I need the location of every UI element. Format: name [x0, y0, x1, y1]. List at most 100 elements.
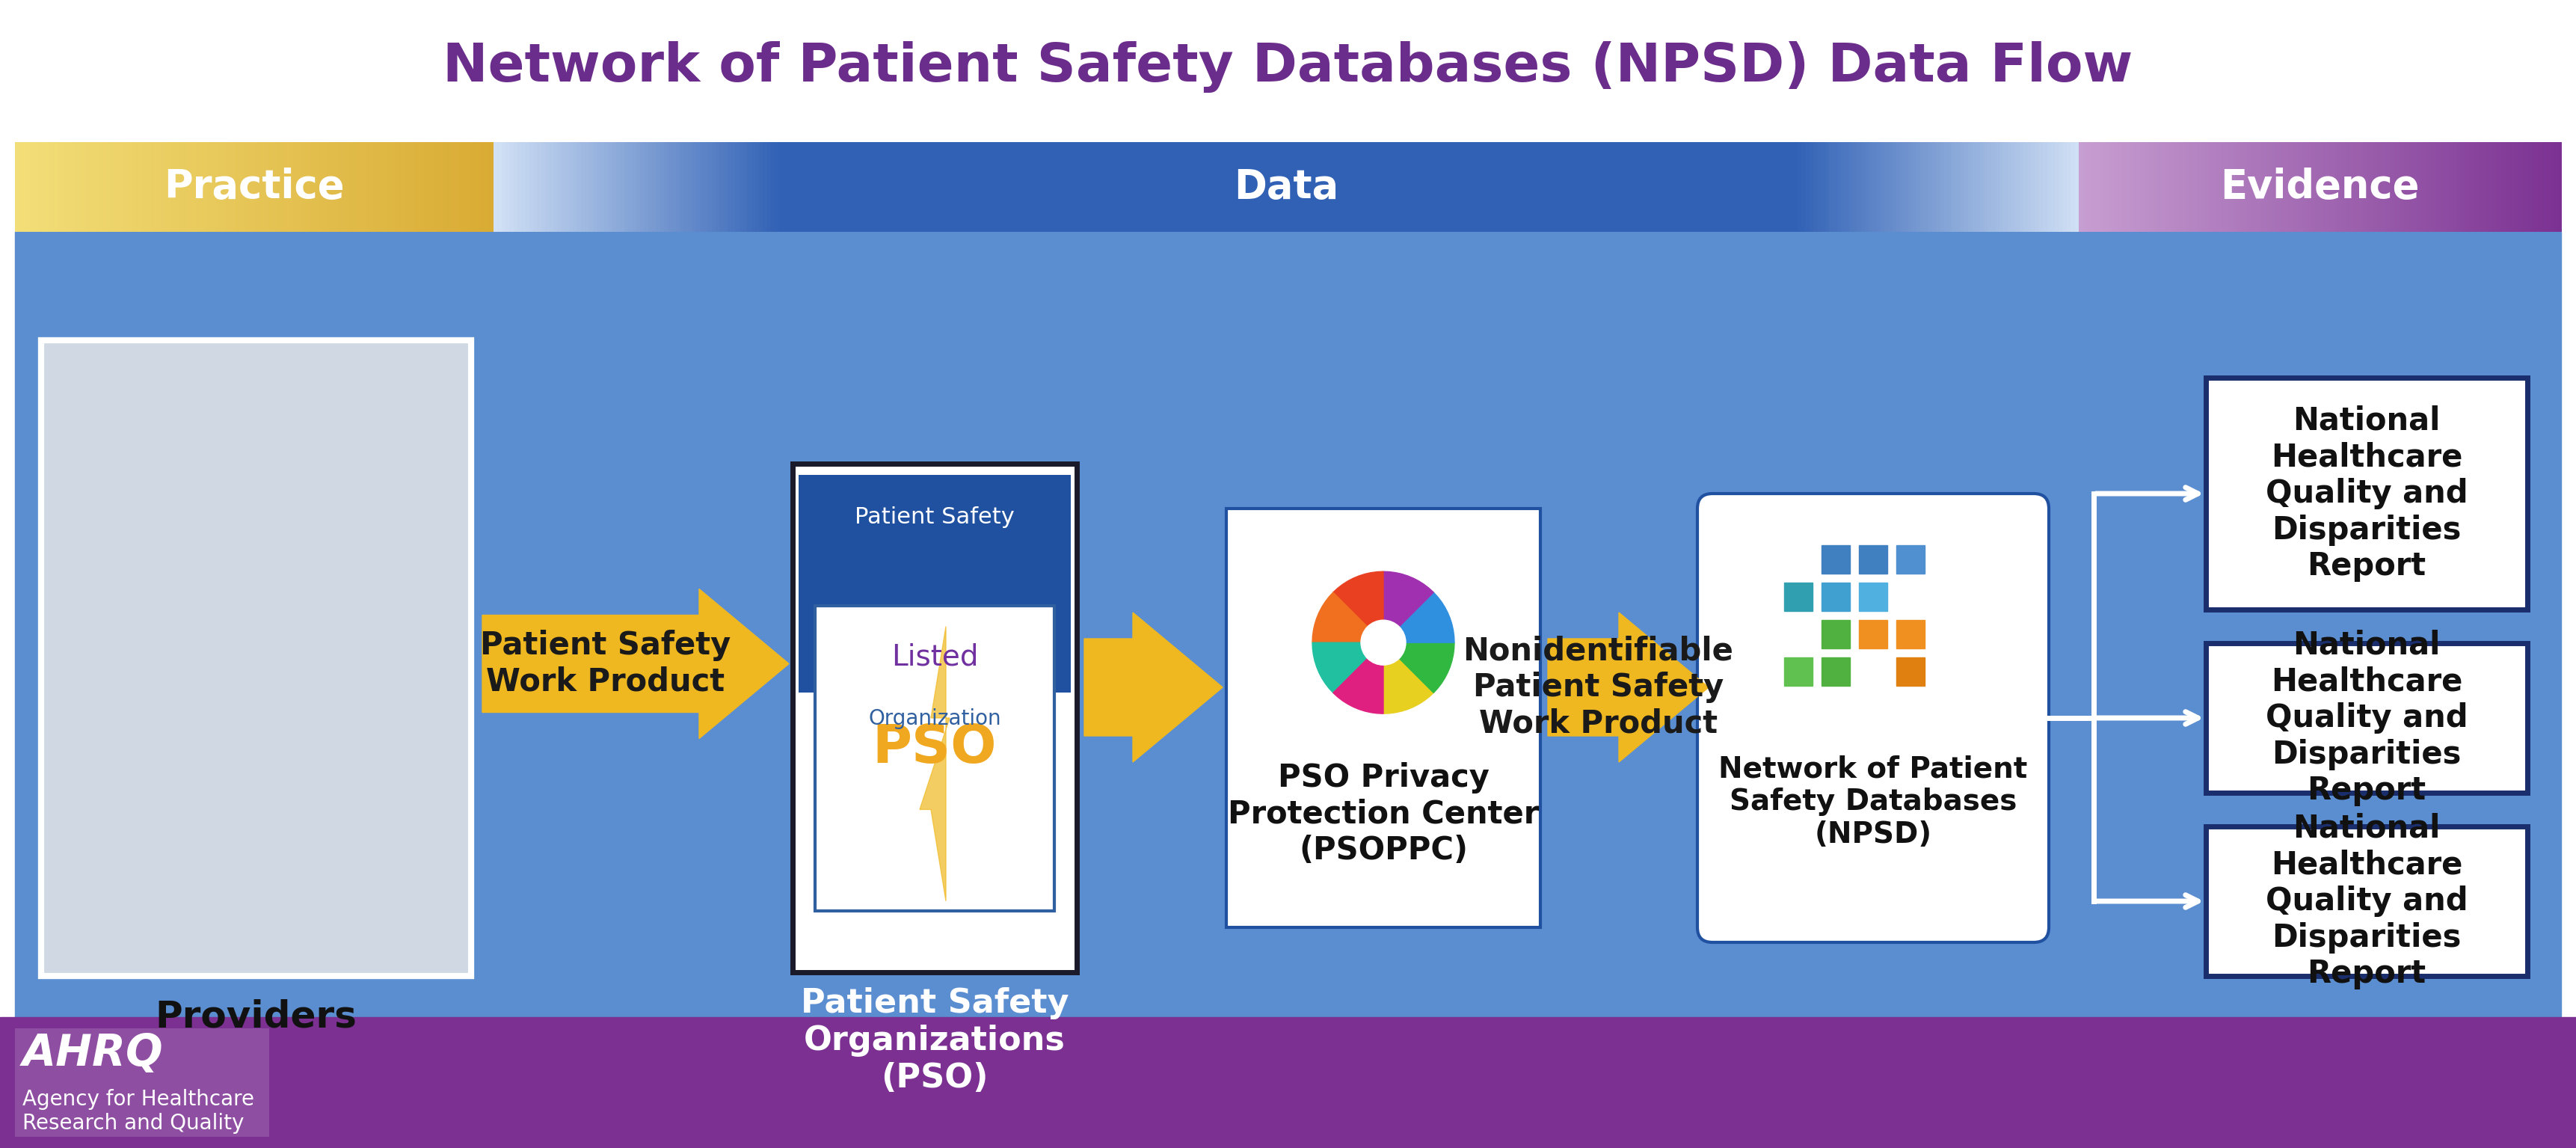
Bar [1672, 142, 1674, 232]
Bar [1226, 509, 1540, 928]
Bar [2506, 142, 2509, 232]
Bar [1643, 142, 1649, 232]
Bar [605, 142, 608, 232]
Bar [1785, 582, 1814, 611]
Bar [389, 142, 392, 232]
Bar [149, 142, 152, 232]
Bar [108, 142, 111, 232]
Bar [121, 142, 124, 232]
Bar [193, 142, 198, 232]
Bar [2285, 142, 2287, 232]
Bar [1492, 142, 1497, 232]
Bar [2494, 142, 2496, 232]
Bar [1275, 142, 1278, 232]
Bar [1136, 142, 1141, 232]
Bar [2249, 142, 2254, 232]
Bar [417, 142, 420, 232]
Bar [2548, 142, 2550, 232]
Bar [1167, 142, 1172, 232]
Bar [2488, 142, 2491, 232]
Bar [232, 142, 237, 232]
Bar [304, 142, 307, 232]
Circle shape [1360, 620, 1406, 665]
Bar [2367, 142, 2372, 232]
Bar [1448, 142, 1453, 232]
Text: Providers: Providers [155, 999, 358, 1034]
Bar [2411, 142, 2414, 232]
Bar [1291, 142, 1296, 232]
Bar [28, 142, 33, 232]
Bar [2262, 142, 2264, 232]
Polygon shape [1334, 643, 1383, 714]
Bar [1311, 142, 1314, 232]
Bar [291, 142, 294, 232]
Bar [1749, 142, 1754, 232]
Bar [564, 142, 569, 232]
Bar [1358, 142, 1363, 232]
Bar [644, 142, 649, 232]
Bar [2437, 142, 2439, 232]
Bar [930, 142, 935, 232]
Bar [631, 142, 636, 232]
Bar [1195, 142, 1200, 232]
Bar [2190, 142, 2192, 232]
Bar [1852, 142, 1857, 232]
Bar [2530, 142, 2532, 232]
Bar [180, 142, 183, 232]
Bar [90, 142, 93, 232]
Bar [2385, 142, 2388, 232]
Bar [636, 142, 641, 232]
Bar [2089, 142, 2092, 232]
Bar [1484, 142, 1489, 232]
Bar [1329, 142, 1334, 232]
Bar [319, 142, 322, 232]
Bar [1005, 142, 1010, 232]
Bar [314, 142, 317, 232]
Bar [902, 142, 907, 232]
Bar [2519, 142, 2524, 232]
Bar [2324, 142, 2329, 232]
Bar [1953, 142, 1958, 232]
Bar [652, 142, 657, 232]
Bar [974, 142, 979, 232]
Bar [245, 142, 247, 232]
Bar [242, 142, 245, 232]
Bar [2195, 142, 2197, 232]
Bar [1741, 142, 1747, 232]
Text: Agency for Healthcare
Research and Quality: Agency for Healthcare Research and Quali… [23, 1088, 255, 1134]
Bar [2342, 142, 2344, 232]
Bar [1850, 142, 1855, 232]
Bar [2014, 142, 2020, 232]
Bar [374, 142, 376, 232]
Bar [252, 142, 255, 232]
Bar [1873, 142, 1878, 232]
Bar [2375, 142, 2378, 232]
Bar [2383, 142, 2385, 232]
Bar [580, 142, 585, 232]
Bar [1865, 142, 1870, 232]
Bar [1654, 142, 1659, 232]
Bar [428, 142, 430, 232]
Bar [2071, 142, 2076, 232]
Bar [2481, 142, 2486, 232]
Bar [93, 142, 95, 232]
Bar [1651, 142, 1656, 232]
Bar [755, 142, 760, 232]
Bar [2012, 142, 2017, 232]
Text: Network of Patient
Safety Databases
(NPSD): Network of Patient Safety Databases (NPS… [1718, 754, 2027, 848]
Bar [286, 142, 289, 232]
Bar [873, 142, 878, 232]
Bar [1208, 142, 1211, 232]
Bar [1139, 142, 1144, 232]
Bar [1628, 142, 1631, 232]
Bar [2174, 142, 2179, 232]
Bar [2223, 142, 2226, 232]
Bar [881, 142, 886, 232]
Bar [2241, 142, 2244, 232]
Bar [1842, 142, 1844, 232]
Bar [1844, 142, 1850, 232]
Bar [762, 142, 768, 232]
Bar [412, 142, 415, 232]
Bar [1033, 142, 1038, 232]
Bar [819, 142, 824, 232]
